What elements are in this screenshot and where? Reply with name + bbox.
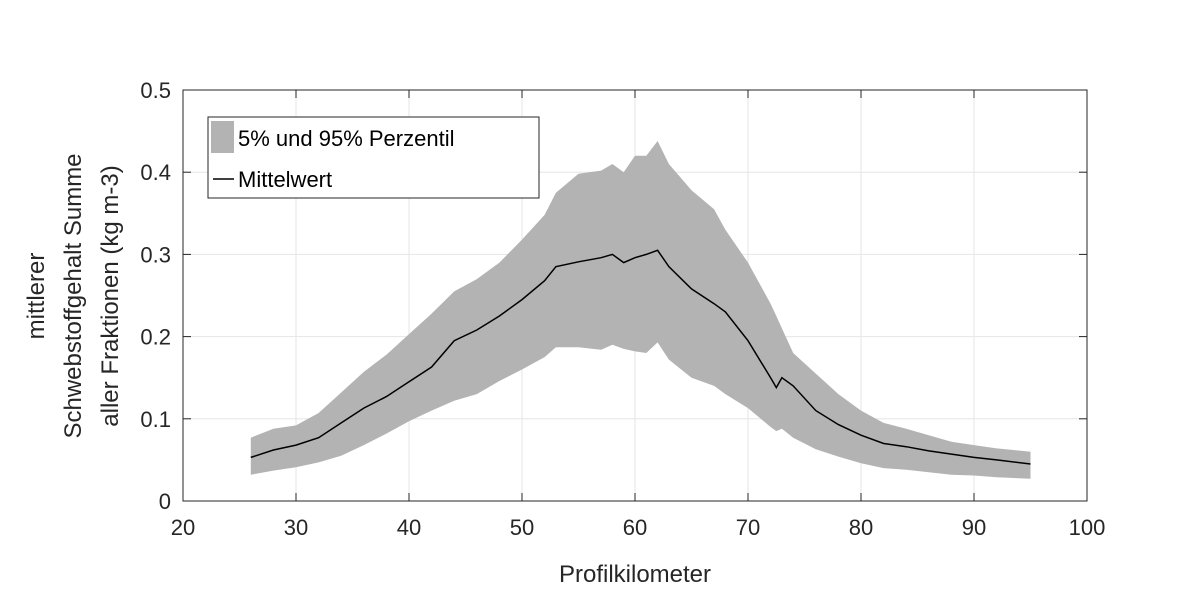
x-tick-label-8: 100 (1069, 515, 1106, 540)
y-tick-label-4: 0.4 (140, 160, 171, 185)
legend-band-label: 5% und 95% Perzentil (238, 126, 454, 151)
y-tick-label-3: 0.3 (140, 242, 171, 267)
x-axis-ticks: 20 30 40 50 60 70 80 90 100 (171, 90, 1106, 540)
legend: 5% und 95% Perzentil Mittelwert (207, 116, 540, 199)
x-tick-label-7: 90 (962, 515, 986, 540)
legend-line-label: Mittelwert (238, 167, 332, 192)
x-tick-label-5: 70 (736, 515, 760, 540)
x-tick-label-3: 50 (510, 515, 534, 540)
y-axis-label-line-1: mittlerer (23, 253, 50, 340)
y-axis-label: mittlerer Schwebstoffgehalt Summe aller … (23, 153, 124, 438)
x-tick-label-6: 80 (849, 515, 873, 540)
y-tick-label-1: 0.1 (140, 407, 171, 432)
x-tick-label-4: 60 (623, 515, 647, 540)
legend-box (207, 116, 540, 199)
y-axis-label-line-2: Schwebstoffgehalt Summe (60, 153, 87, 438)
y-tick-label-0: 0 (159, 489, 171, 514)
x-tick-label-2: 40 (397, 515, 421, 540)
y-tick-label-2: 0.2 (140, 325, 171, 350)
mean-line (250, 249, 1031, 465)
y-axis-label-line-3: aller Fraktionen (kg m-3) (97, 165, 124, 426)
y-tick-label-5: 0.5 (140, 78, 171, 103)
x-tick-label-0: 20 (171, 515, 195, 540)
x-tick-label-1: 30 (284, 515, 308, 540)
percentile-band (250, 141, 1031, 479)
y-axis-ticks: 0 0.1 0.2 0.3 0.4 0.5 (140, 78, 1087, 514)
legend-band-swatch (211, 121, 234, 153)
x-axis-label: Profilkilometer (559, 561, 711, 588)
